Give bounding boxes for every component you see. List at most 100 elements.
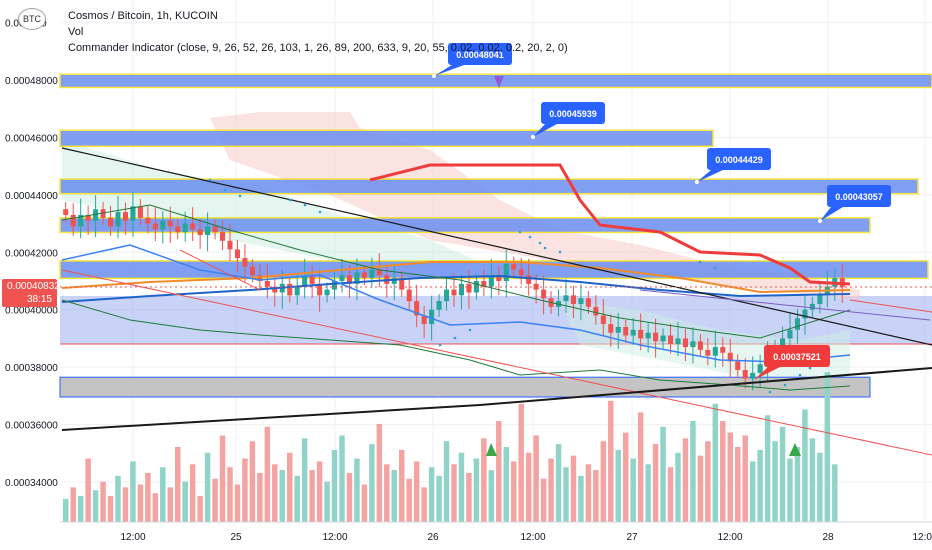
candle-body bbox=[458, 283, 464, 296]
callout-anchor bbox=[432, 74, 436, 78]
candle-body bbox=[802, 309, 808, 319]
volume-bar bbox=[637, 412, 644, 522]
volume-bar bbox=[690, 421, 696, 522]
candle-body bbox=[137, 206, 143, 218]
volume-bar bbox=[779, 426, 786, 522]
volume-bar bbox=[496, 421, 502, 522]
candle-body bbox=[645, 332, 651, 339]
volume-bar bbox=[511, 461, 517, 522]
indicator-legend[interactable]: Commander Indicator (close, 9, 26, 52, 2… bbox=[68, 42, 568, 54]
volume-bar bbox=[518, 403, 524, 522]
candle-body bbox=[100, 209, 106, 218]
volume-bar bbox=[272, 464, 278, 522]
volume-bar bbox=[301, 438, 308, 522]
volume-bar bbox=[451, 464, 457, 522]
trendline-purple bbox=[639, 289, 931, 321]
candle-body bbox=[578, 298, 584, 304]
candle-body bbox=[85, 214, 91, 221]
y-axis: 0.00034000 0.00036000 0.00038000 0.00040000… bbox=[5, 19, 58, 489]
volume-bar bbox=[533, 435, 539, 522]
candle-body bbox=[332, 281, 338, 290]
volume-bar bbox=[630, 458, 636, 522]
sar-dot bbox=[558, 250, 562, 254]
x-tick-label: 26 bbox=[427, 532, 439, 543]
volume-bar bbox=[608, 400, 614, 522]
buy-signal bbox=[789, 443, 801, 456]
volume-bar bbox=[339, 435, 345, 522]
candle-body bbox=[436, 301, 442, 310]
x-tick-label: 28 bbox=[822, 532, 834, 543]
volume-bar bbox=[100, 481, 106, 522]
candle-body bbox=[108, 217, 114, 227]
x-tick-label: 12:00 bbox=[120, 532, 145, 543]
candle-body bbox=[668, 335, 674, 345]
volume-bar bbox=[697, 455, 704, 522]
candle-body bbox=[190, 223, 196, 230]
volume-bar bbox=[242, 458, 248, 522]
volume-bar bbox=[548, 458, 554, 522]
sar-dot bbox=[223, 188, 227, 192]
chart-legend: Cosmos / Bitcoin, 1h, KUCOIN Vol Command… bbox=[68, 8, 568, 56]
candle-body bbox=[638, 329, 644, 339]
volume-bar bbox=[309, 470, 315, 522]
chart-title[interactable]: Cosmos / Bitcoin, 1h, KUCOIN bbox=[68, 10, 218, 22]
volume-bar bbox=[324, 481, 330, 522]
sar-dot bbox=[518, 230, 522, 234]
candle-body bbox=[272, 286, 278, 293]
x-tick-label: 12:00 bbox=[322, 532, 347, 543]
volume-bar bbox=[488, 470, 495, 522]
volume-bar bbox=[294, 475, 300, 522]
candle-body bbox=[369, 269, 375, 279]
callout-label: 0.00048041 bbox=[456, 50, 504, 60]
candle-body bbox=[712, 347, 718, 356]
indicator-lines bbox=[60, 76, 932, 456]
volume-bar bbox=[473, 458, 480, 522]
volume-bar bbox=[92, 490, 99, 522]
candle-body bbox=[249, 266, 255, 276]
volume-bar bbox=[428, 467, 435, 522]
volume-bar bbox=[600, 441, 607, 522]
candle-body bbox=[205, 226, 211, 236]
x-axis: 12:00 25 12:00 26 12:00 27 12:00 28 12:00 bbox=[60, 521, 932, 543]
volume-bar bbox=[376, 423, 383, 522]
candle-body bbox=[444, 289, 450, 302]
candle-body bbox=[750, 372, 756, 379]
candle-body bbox=[466, 283, 472, 293]
tail-red bbox=[849, 299, 932, 313]
volume-bar bbox=[578, 475, 584, 522]
candle-body bbox=[451, 289, 457, 296]
volume-bar bbox=[749, 461, 756, 522]
volume-bar bbox=[623, 432, 629, 522]
volume-bar bbox=[346, 472, 353, 522]
volume-bar bbox=[384, 464, 390, 522]
candle-body bbox=[526, 275, 532, 284]
candle-body bbox=[570, 295, 576, 304]
candle-body bbox=[608, 324, 614, 333]
candle-body bbox=[414, 301, 420, 316]
candle-body bbox=[70, 214, 76, 227]
volume-bar bbox=[525, 452, 532, 522]
candle-body bbox=[496, 275, 502, 281]
callout-label: 0.00043057 bbox=[835, 192, 883, 202]
y-tick-label: 0.00042000 bbox=[5, 248, 58, 259]
candle-body bbox=[518, 269, 524, 276]
candle-body bbox=[115, 212, 121, 227]
candle-body bbox=[503, 263, 509, 281]
symbol-badge[interactable]: BTC bbox=[18, 8, 46, 30]
volume-bar bbox=[77, 496, 84, 522]
candle-body bbox=[63, 209, 69, 215]
volume-bar bbox=[802, 409, 808, 522]
candle-body bbox=[720, 347, 726, 353]
volume-bar bbox=[443, 441, 450, 522]
volume-bar bbox=[667, 467, 674, 522]
candle-body bbox=[309, 275, 315, 284]
volume-bar bbox=[481, 438, 487, 522]
callout-label: 0.00045939 bbox=[549, 109, 597, 119]
resistance-zone bbox=[59, 217, 871, 234]
volume-bar bbox=[115, 475, 121, 522]
candle-body bbox=[122, 212, 128, 221]
volume-bar bbox=[817, 452, 823, 522]
current-price-value: 0.00040832 bbox=[7, 281, 60, 292]
volume-legend[interactable]: Vol bbox=[68, 26, 84, 38]
